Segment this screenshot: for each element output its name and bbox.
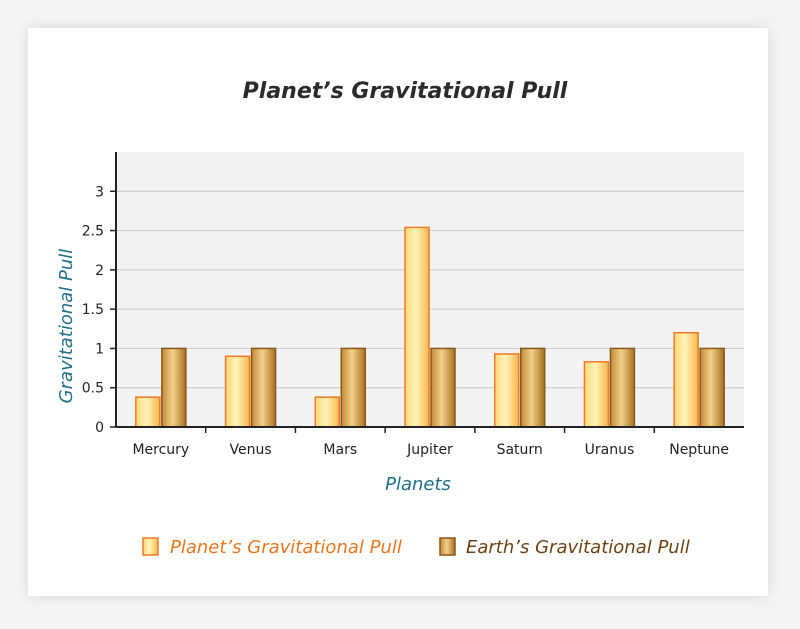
bar-earth — [250, 347, 277, 428]
x-tick-label: Mars — [323, 442, 357, 458]
bar-planet — [314, 396, 341, 428]
y-tick-label: 0.5 — [82, 381, 104, 397]
legend-swatch-planet — [142, 537, 159, 556]
bar-earth — [519, 347, 546, 428]
y-tick-labels: 0 0.5 1 1.5 2 2.5 3 — [82, 184, 116, 436]
bar-planet — [493, 353, 520, 428]
legend-swatch-earth — [439, 537, 456, 556]
bar-planet — [404, 226, 430, 428]
legend-label-earth: Earth’s Gravitational Pull — [466, 537, 690, 558]
y-tick-label: 3 — [95, 184, 104, 200]
bar-earth — [430, 347, 456, 428]
x-tick-label: Mercury — [132, 442, 189, 458]
bar-planet — [224, 355, 251, 428]
gridlines — [116, 190, 744, 389]
y-tick-label: 2.5 — [82, 224, 104, 240]
x-axis-title: Planets — [385, 474, 451, 495]
x-tick-label: Uranus — [585, 442, 635, 458]
chart-card: Planet’s Gravitational Pull 0 0.5 1 1.5 2 2.5… — [28, 28, 768, 596]
bar-earth — [340, 347, 367, 428]
bar-planet — [673, 331, 699, 428]
bar-earth — [161, 347, 187, 428]
x-tick-label: Venus — [229, 442, 271, 458]
y-axis-title: Gravitational Pull — [56, 249, 77, 404]
bar-planet — [135, 396, 161, 428]
y-tick-label: 0 — [95, 420, 104, 436]
bars — [135, 226, 725, 428]
x-tick-label: Saturn — [497, 442, 543, 458]
x-tick-label: Jupiter — [406, 442, 453, 458]
x-tick-label: Neptune — [669, 442, 729, 458]
y-tick-label: 1 — [95, 341, 104, 357]
chart-title: Planet’s Gravitational Pull — [243, 79, 568, 104]
plot-area — [116, 152, 744, 427]
x-tick-labels: Mercury Venus Mars Jupiter Saturn Uranus Neptu… — [132, 427, 729, 458]
gravity-bar-chart: Planet’s Gravitational Pull 0 0.5 1 1.5 2 2.5… — [56, 79, 744, 558]
bar-planet — [583, 361, 610, 428]
bar-earth — [699, 347, 725, 428]
legend: Planet’s Gravitational Pull Earth’s Grav… — [142, 537, 690, 558]
y-tick-label: 2 — [95, 263, 104, 279]
bar-earth — [609, 347, 636, 428]
legend-label-planet: Planet’s Gravitational Pull — [170, 537, 402, 558]
y-tick-label: 1.5 — [82, 302, 104, 318]
